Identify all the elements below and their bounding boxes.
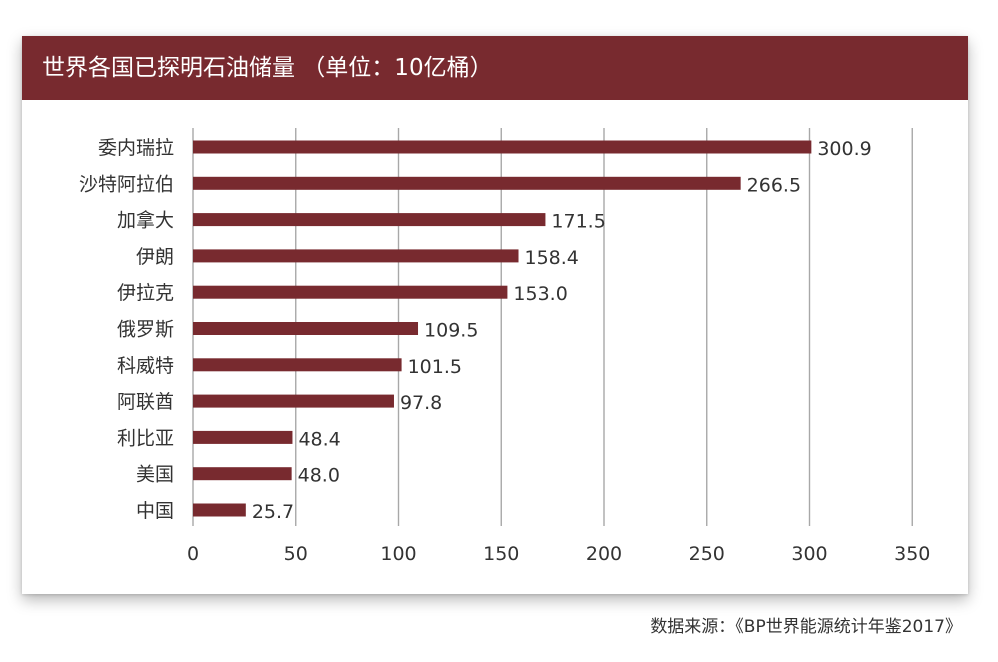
category-label: 伊拉克: [117, 282, 174, 304]
value-label: 97.8: [400, 392, 442, 414]
bar: [193, 358, 402, 372]
x-tick-label: 150: [483, 543, 519, 565]
source-note: 数据来源：《BP世界能源统计年鉴2017》: [650, 617, 962, 637]
x-tick-label: 200: [586, 543, 622, 565]
value-label: 101.5: [408, 356, 462, 378]
title-bar: 世界各国已探明石油储量 （单位：10亿桶）: [22, 36, 968, 100]
x-tick-label: 350: [894, 543, 930, 565]
category-label: 科威特: [117, 355, 174, 377]
category-label: 中国: [136, 500, 174, 522]
bar: [193, 140, 812, 154]
bar: [193, 430, 293, 444]
category-label: 加拿大: [117, 209, 174, 232]
bar: [193, 467, 292, 481]
bar: [193, 322, 419, 335]
value-label: 266.5: [747, 174, 801, 196]
bar: [193, 503, 246, 517]
x-tick-label: 0: [187, 543, 199, 565]
value-label: 171.5: [551, 211, 605, 233]
chart-title: 世界各国已探明石油储量 （单位：10亿桶）: [42, 55, 493, 81]
category-label: 利比亚: [117, 427, 174, 449]
bar: [193, 213, 546, 227]
value-label: 25.7: [252, 501, 294, 523]
x-tick-label: 250: [689, 543, 725, 565]
value-label: 300.9: [817, 138, 871, 160]
value-label: 48.0: [298, 465, 340, 487]
bar: [193, 285, 508, 299]
category-label: 美国: [136, 464, 174, 486]
category-label: 伊朗: [136, 246, 174, 268]
value-label: 158.4: [525, 247, 579, 269]
bar-chart: 0 50 100 150 200 250 300 350 委内瑞拉 300.9 沙特阿拉伯 266.5…: [79, 128, 930, 565]
category-label: 阿联酋: [117, 391, 174, 413]
bar: [193, 176, 741, 190]
value-label: 153.0: [513, 283, 567, 305]
x-tick-label: 50: [284, 543, 308, 565]
x-tick-label: 100: [380, 543, 416, 565]
category-label: 委内瑞拉: [98, 137, 174, 159]
value-label: 109.5: [424, 320, 478, 342]
value-label: 48.4: [298, 428, 340, 450]
category-label: 沙特阿拉伯: [79, 173, 174, 195]
bar: [193, 394, 394, 408]
x-tick-label: 300: [791, 543, 827, 565]
bar: [193, 249, 519, 263]
chart-card: 世界各国已探明石油储量 （单位：10亿桶） 0 50 100 150 200 250 300…: [22, 36, 968, 594]
category-label: 俄罗斯: [117, 319, 174, 341]
